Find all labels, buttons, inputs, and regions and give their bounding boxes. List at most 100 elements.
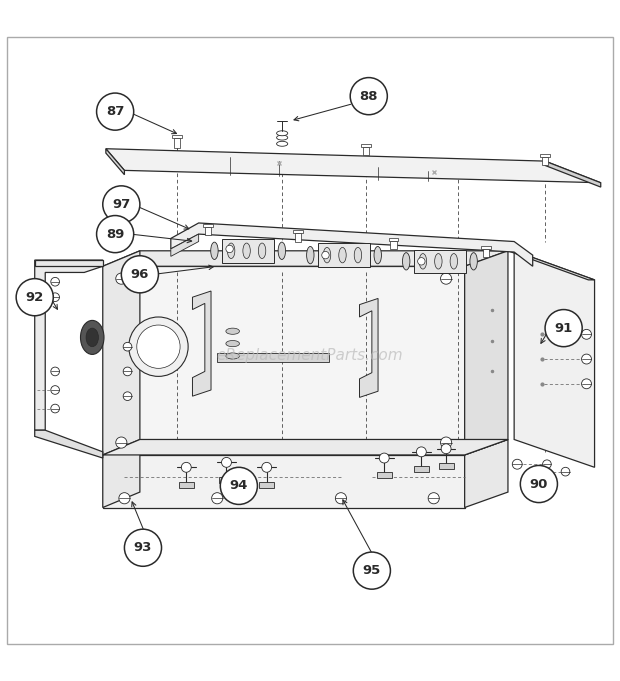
Ellipse shape (226, 328, 239, 334)
Circle shape (51, 277, 60, 286)
Circle shape (353, 552, 391, 589)
Text: 93: 93 (134, 541, 152, 554)
Circle shape (582, 379, 591, 389)
Circle shape (51, 385, 60, 394)
Polygon shape (35, 430, 103, 458)
Circle shape (582, 354, 591, 364)
Polygon shape (545, 161, 601, 187)
Circle shape (116, 273, 127, 284)
Circle shape (520, 465, 557, 503)
Circle shape (129, 317, 188, 377)
Ellipse shape (307, 247, 314, 264)
Polygon shape (464, 251, 508, 455)
Circle shape (379, 453, 389, 463)
Bar (391, 241, 397, 249)
Circle shape (97, 93, 134, 130)
Circle shape (226, 245, 233, 253)
Circle shape (262, 462, 272, 472)
Circle shape (335, 492, 347, 504)
Ellipse shape (450, 253, 458, 269)
Bar (483, 249, 489, 257)
Ellipse shape (277, 141, 288, 146)
Polygon shape (103, 439, 140, 507)
Circle shape (220, 467, 257, 505)
Bar (179, 481, 193, 488)
Circle shape (97, 216, 134, 253)
Text: 94: 94 (229, 479, 248, 492)
Polygon shape (508, 251, 595, 280)
Bar (363, 147, 369, 155)
Ellipse shape (277, 131, 288, 136)
Ellipse shape (323, 247, 330, 263)
Circle shape (123, 367, 132, 376)
Circle shape (512, 459, 522, 469)
Text: 96: 96 (131, 268, 149, 281)
Ellipse shape (86, 328, 99, 347)
Polygon shape (171, 234, 198, 256)
Ellipse shape (435, 253, 442, 269)
Bar (205, 227, 211, 236)
Polygon shape (35, 260, 103, 266)
Polygon shape (360, 298, 378, 398)
Bar (219, 477, 234, 483)
Ellipse shape (277, 135, 288, 140)
Text: 87: 87 (106, 105, 125, 118)
Circle shape (428, 492, 440, 504)
Bar (414, 466, 429, 472)
Text: 88: 88 (360, 90, 378, 103)
Bar (481, 246, 491, 249)
Polygon shape (464, 439, 508, 507)
Bar (293, 230, 303, 234)
Ellipse shape (243, 243, 250, 259)
Polygon shape (106, 148, 125, 175)
Circle shape (582, 330, 591, 339)
Polygon shape (103, 251, 140, 455)
Polygon shape (222, 239, 275, 263)
Text: 95: 95 (363, 564, 381, 577)
Circle shape (16, 279, 53, 316)
Bar (439, 463, 453, 469)
Ellipse shape (402, 253, 410, 270)
Polygon shape (414, 249, 466, 273)
Circle shape (51, 367, 60, 376)
Circle shape (123, 392, 132, 400)
Circle shape (417, 447, 427, 457)
Polygon shape (106, 148, 601, 183)
Polygon shape (103, 266, 464, 455)
Ellipse shape (81, 320, 104, 354)
Ellipse shape (278, 242, 286, 259)
Circle shape (322, 251, 329, 259)
Polygon shape (514, 251, 595, 467)
Bar (377, 472, 392, 479)
Circle shape (221, 458, 231, 467)
Circle shape (561, 467, 570, 476)
Text: 92: 92 (25, 291, 44, 304)
Polygon shape (317, 243, 370, 267)
Bar (172, 135, 182, 138)
Ellipse shape (226, 340, 239, 347)
Ellipse shape (419, 253, 427, 269)
Text: eReplacementParts.com: eReplacementParts.com (216, 349, 404, 364)
Circle shape (181, 462, 191, 472)
Bar (361, 144, 371, 147)
Circle shape (51, 293, 60, 302)
Circle shape (531, 466, 541, 477)
Circle shape (441, 437, 451, 448)
Ellipse shape (354, 247, 361, 263)
Ellipse shape (374, 247, 381, 264)
Polygon shape (103, 455, 464, 507)
Polygon shape (103, 251, 508, 266)
Circle shape (51, 405, 60, 413)
Circle shape (542, 460, 551, 469)
Polygon shape (171, 223, 533, 266)
Bar (389, 238, 399, 241)
Circle shape (418, 257, 425, 265)
Ellipse shape (226, 353, 239, 359)
Circle shape (123, 343, 132, 351)
Circle shape (441, 273, 451, 284)
Polygon shape (35, 260, 103, 430)
Ellipse shape (259, 243, 266, 259)
Text: 97: 97 (112, 198, 130, 211)
Circle shape (350, 78, 388, 114)
Ellipse shape (211, 242, 218, 259)
